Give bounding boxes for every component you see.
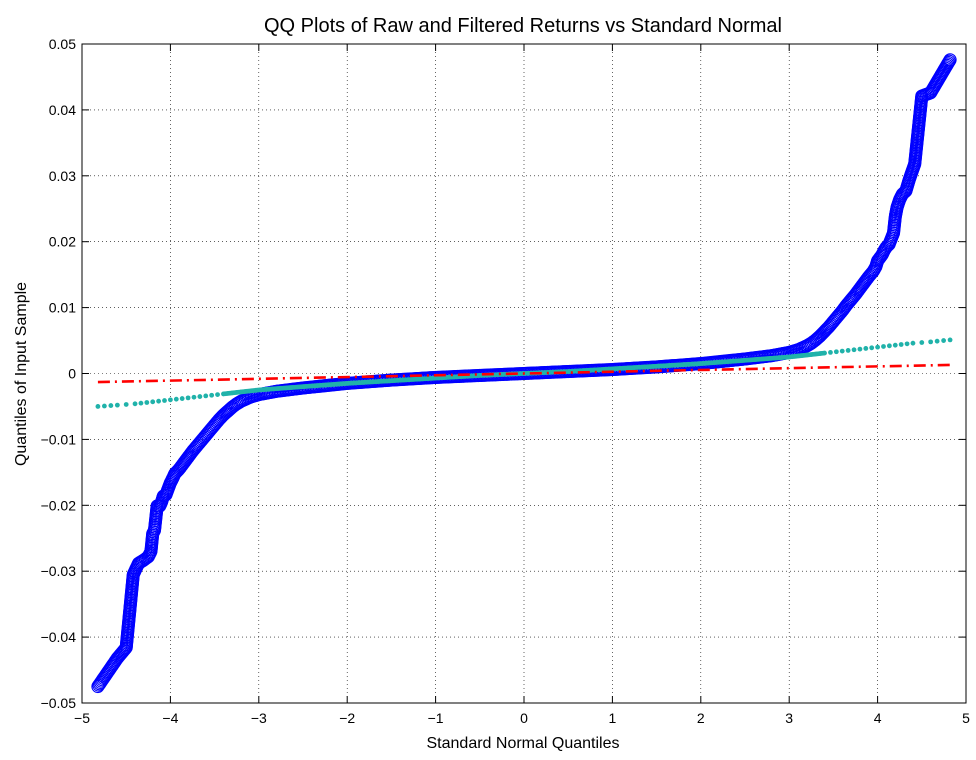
filtered-return-point — [869, 345, 875, 351]
x-tick-label: 2 — [697, 710, 705, 726]
y-tick-label: −0.03 — [41, 563, 77, 579]
filtered-return-point — [162, 398, 167, 403]
filtered-return-point — [941, 338, 947, 343]
x-tick-label: 5 — [962, 710, 970, 726]
reference-line — [97, 363, 951, 384]
filtered-return-point — [892, 342, 898, 348]
raw-return-point — [941, 57, 955, 71]
filtered-return-point — [108, 403, 114, 408]
y-tick-label: 0.03 — [49, 168, 76, 184]
filtered-return-point — [209, 392, 215, 398]
x-tick-label: −2 — [339, 710, 355, 726]
y-tick-label: 0.04 — [49, 102, 76, 118]
filtered-return-point — [828, 350, 833, 355]
filtered-return-point — [845, 348, 851, 353]
x-tick-label: −4 — [162, 710, 178, 726]
filtered-return-point — [150, 399, 156, 405]
x-tick-label: 4 — [874, 710, 882, 726]
filtered-return-point — [114, 402, 120, 408]
filtered-return-point — [203, 393, 209, 399]
axis-ticks: −5 −4 −3 −2 −1 0 1 2 3 4 5 −0.05 −0.04 −0.03 −0.02 −0.0… — [41, 36, 971, 726]
filtered-return-point — [875, 344, 880, 350]
filtered-return-point — [179, 396, 185, 401]
filtered-return-point — [95, 404, 101, 409]
filtered-return-point — [173, 396, 179, 402]
plot-area — [91, 53, 957, 694]
y-tick-label: −0.04 — [41, 629, 77, 645]
y-axis-label: Quantiles of Input Sample — [13, 282, 30, 466]
filtered-return-point — [156, 398, 162, 404]
filtered-return-point — [839, 348, 845, 354]
filtered-return-point — [822, 350, 827, 356]
filtered-return-point — [138, 400, 144, 406]
filtered-return-point — [910, 340, 916, 346]
x-axis-label: Standard Normal Quantiles — [427, 735, 620, 752]
y-tick-label: −0.01 — [41, 431, 77, 447]
filtered-return-point — [197, 394, 203, 399]
x-tick-label: 0 — [520, 710, 528, 726]
filtered-return-point — [919, 340, 925, 345]
filtered-return-point — [947, 337, 953, 343]
y-tick-label: −0.05 — [41, 695, 77, 711]
filtered-return-point — [168, 397, 173, 403]
filtered-return-point — [123, 402, 129, 407]
x-tick-label: −1 — [428, 710, 444, 726]
x-tick-label: −3 — [251, 710, 267, 726]
filtered-return-point — [898, 342, 904, 347]
y-tick-label: 0.05 — [49, 36, 76, 52]
filtered-return-point — [886, 343, 892, 349]
filtered-return-point — [144, 400, 150, 405]
filtered-return-point — [857, 346, 863, 352]
filtered-return-point — [215, 392, 220, 397]
filtered-return-point — [881, 344, 886, 349]
filtered-return-point — [191, 394, 197, 400]
filtered-return-point — [185, 395, 191, 401]
raw-return-point — [943, 53, 957, 67]
filtered-return-point — [934, 338, 940, 344]
filtered-return-point — [904, 341, 910, 347]
grid-lines — [82, 44, 966, 703]
y-tick-label: 0.01 — [49, 300, 76, 316]
raw-return-point — [941, 56, 956, 70]
x-tick-label: 3 — [785, 710, 793, 726]
filtered-return-point — [851, 347, 857, 353]
filtered-return-point — [863, 346, 869, 351]
y-tick-label: 0 — [68, 366, 76, 382]
y-tick-label: 0.02 — [49, 234, 76, 250]
raw-return-point — [942, 54, 956, 68]
y-tick-label: −0.02 — [41, 497, 77, 513]
filtered-return-point — [132, 401, 138, 407]
chart-title: QQ Plots of Raw and Filtered Returns vs … — [264, 15, 782, 37]
filtered-return-point — [928, 339, 934, 345]
filtered-return-point — [101, 403, 107, 409]
x-tick-label: −5 — [74, 710, 90, 726]
filtered-return-point — [833, 349, 839, 355]
x-tick-label: 1 — [609, 710, 617, 726]
